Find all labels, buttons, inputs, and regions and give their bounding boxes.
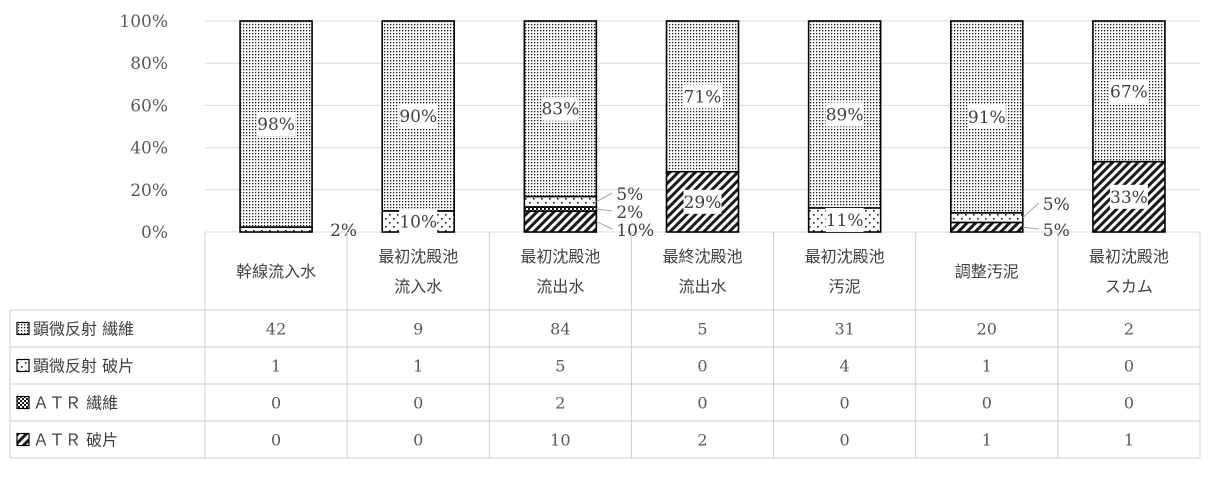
table-cell: 31	[834, 320, 854, 339]
leader-line	[1022, 226, 1039, 230]
data-label-box	[399, 103, 438, 128]
data-label-box	[541, 96, 580, 121]
leader-line	[596, 221, 613, 230]
data-label: 5%	[616, 185, 643, 205]
data-label-box	[825, 102, 864, 127]
category-label: 調整汚泥	[955, 262, 1019, 281]
data-label-box	[257, 112, 296, 137]
table-cell: 84	[550, 320, 570, 339]
data-label: 90%	[399, 107, 437, 127]
legend-key	[16, 321, 30, 336]
legend-label: ＡＴＲ 破片	[33, 431, 118, 450]
category-label: 汚泥	[829, 277, 861, 296]
category-label: 流出水	[678, 277, 726, 296]
table-cell: 0	[413, 394, 423, 413]
bar-segment	[523, 195, 598, 208]
table-cell: 0	[271, 431, 281, 450]
table-cell: 1	[1124, 431, 1134, 450]
category-label: 流入水	[394, 277, 442, 296]
data-label-box	[1109, 184, 1148, 209]
legend-key	[16, 432, 30, 447]
table-cell: 1	[413, 357, 423, 376]
data-label: 10%	[399, 212, 437, 232]
data-label: 10%	[616, 221, 654, 241]
data-label: 89%	[826, 105, 864, 125]
category-label: 最終沈殿池	[662, 247, 742, 266]
table-cell: 0	[1124, 394, 1134, 413]
leader-line	[596, 192, 613, 203]
table-cell: 9	[413, 320, 423, 339]
data-label: 83%	[541, 100, 579, 120]
category-label: スカム	[1105, 277, 1153, 296]
y-tick-label: 40%	[130, 139, 168, 159]
table-cell: 0	[982, 394, 992, 413]
data-label: 11%	[826, 211, 864, 231]
data-label: 29%	[684, 193, 722, 213]
data-label-box	[1109, 79, 1148, 104]
table-cell: 1	[982, 431, 992, 450]
table-cell: 0	[840, 431, 850, 450]
category-label: 最初沈殿池	[805, 247, 885, 266]
data-label: 98%	[257, 115, 295, 135]
category-label: 流出水	[536, 277, 584, 296]
legend-label: 顕微反射 破片	[33, 357, 134, 376]
table-cell: 42	[266, 320, 286, 339]
leader-line	[1022, 202, 1040, 218]
legend-label: ＡＴＲ 繊維	[33, 394, 118, 413]
data-label-box	[967, 104, 1006, 129]
table-cell: 0	[697, 357, 707, 376]
table-cell: 20	[977, 320, 997, 339]
y-tick-label: 20%	[130, 181, 168, 201]
data-label-box	[683, 84, 722, 109]
category-label: 最初沈殿池	[520, 247, 600, 266]
table-cell: 4	[840, 357, 850, 376]
legend-key	[16, 395, 30, 410]
data-label: 5%	[1043, 221, 1070, 241]
y-tick-label: 100%	[119, 12, 168, 32]
table-cell: 0	[840, 394, 850, 413]
y-axis-ticks: 0% 20% 40% 60% 80% 100%	[119, 12, 168, 243]
y-tick-label: 0%	[141, 223, 168, 243]
table-cell: 1	[271, 357, 281, 376]
table-cell: 0	[413, 431, 423, 450]
data-label: 67%	[1110, 82, 1148, 102]
bar-segment	[949, 212, 1024, 224]
table-cell: 2	[697, 431, 707, 450]
table-cell: 0	[271, 394, 281, 413]
data-label: 5%	[1043, 195, 1070, 215]
category-label: 最初沈殿池	[1089, 247, 1169, 266]
table-cell: 1	[982, 357, 992, 376]
table-cell: 5	[697, 320, 707, 339]
category-label: 最初沈殿池	[378, 247, 458, 266]
legend-key	[16, 358, 30, 373]
data-label: 91%	[968, 108, 1006, 128]
data-labels: 2%98%10%90%10%2%5%83%29%71%11%89%5%5%91%…	[257, 79, 1148, 241]
y-tick-label: 60%	[130, 96, 168, 116]
leader-line	[596, 208, 613, 212]
data-label: 33%	[1110, 188, 1148, 208]
table-cell: 10	[550, 431, 570, 450]
data-label: 2%	[616, 203, 643, 223]
data-label: 2%	[330, 221, 357, 241]
y-tick-label: 80%	[130, 54, 168, 74]
table-cell: 2	[1124, 320, 1134, 339]
legend-label: 顕微反射 繊維	[33, 320, 134, 339]
table-cell: 2	[555, 394, 565, 413]
bar-segment	[523, 210, 598, 233]
category-label: 幹線流入水	[236, 262, 316, 281]
data-label-box	[399, 209, 438, 234]
data-label: 71%	[684, 87, 722, 107]
bar-segment	[949, 221, 1024, 233]
table-cell: 0	[697, 394, 707, 413]
table-cell: 0	[1124, 357, 1134, 376]
table-cell: 5	[555, 357, 565, 376]
data-label-box	[825, 207, 864, 232]
data-label-box	[683, 189, 722, 214]
